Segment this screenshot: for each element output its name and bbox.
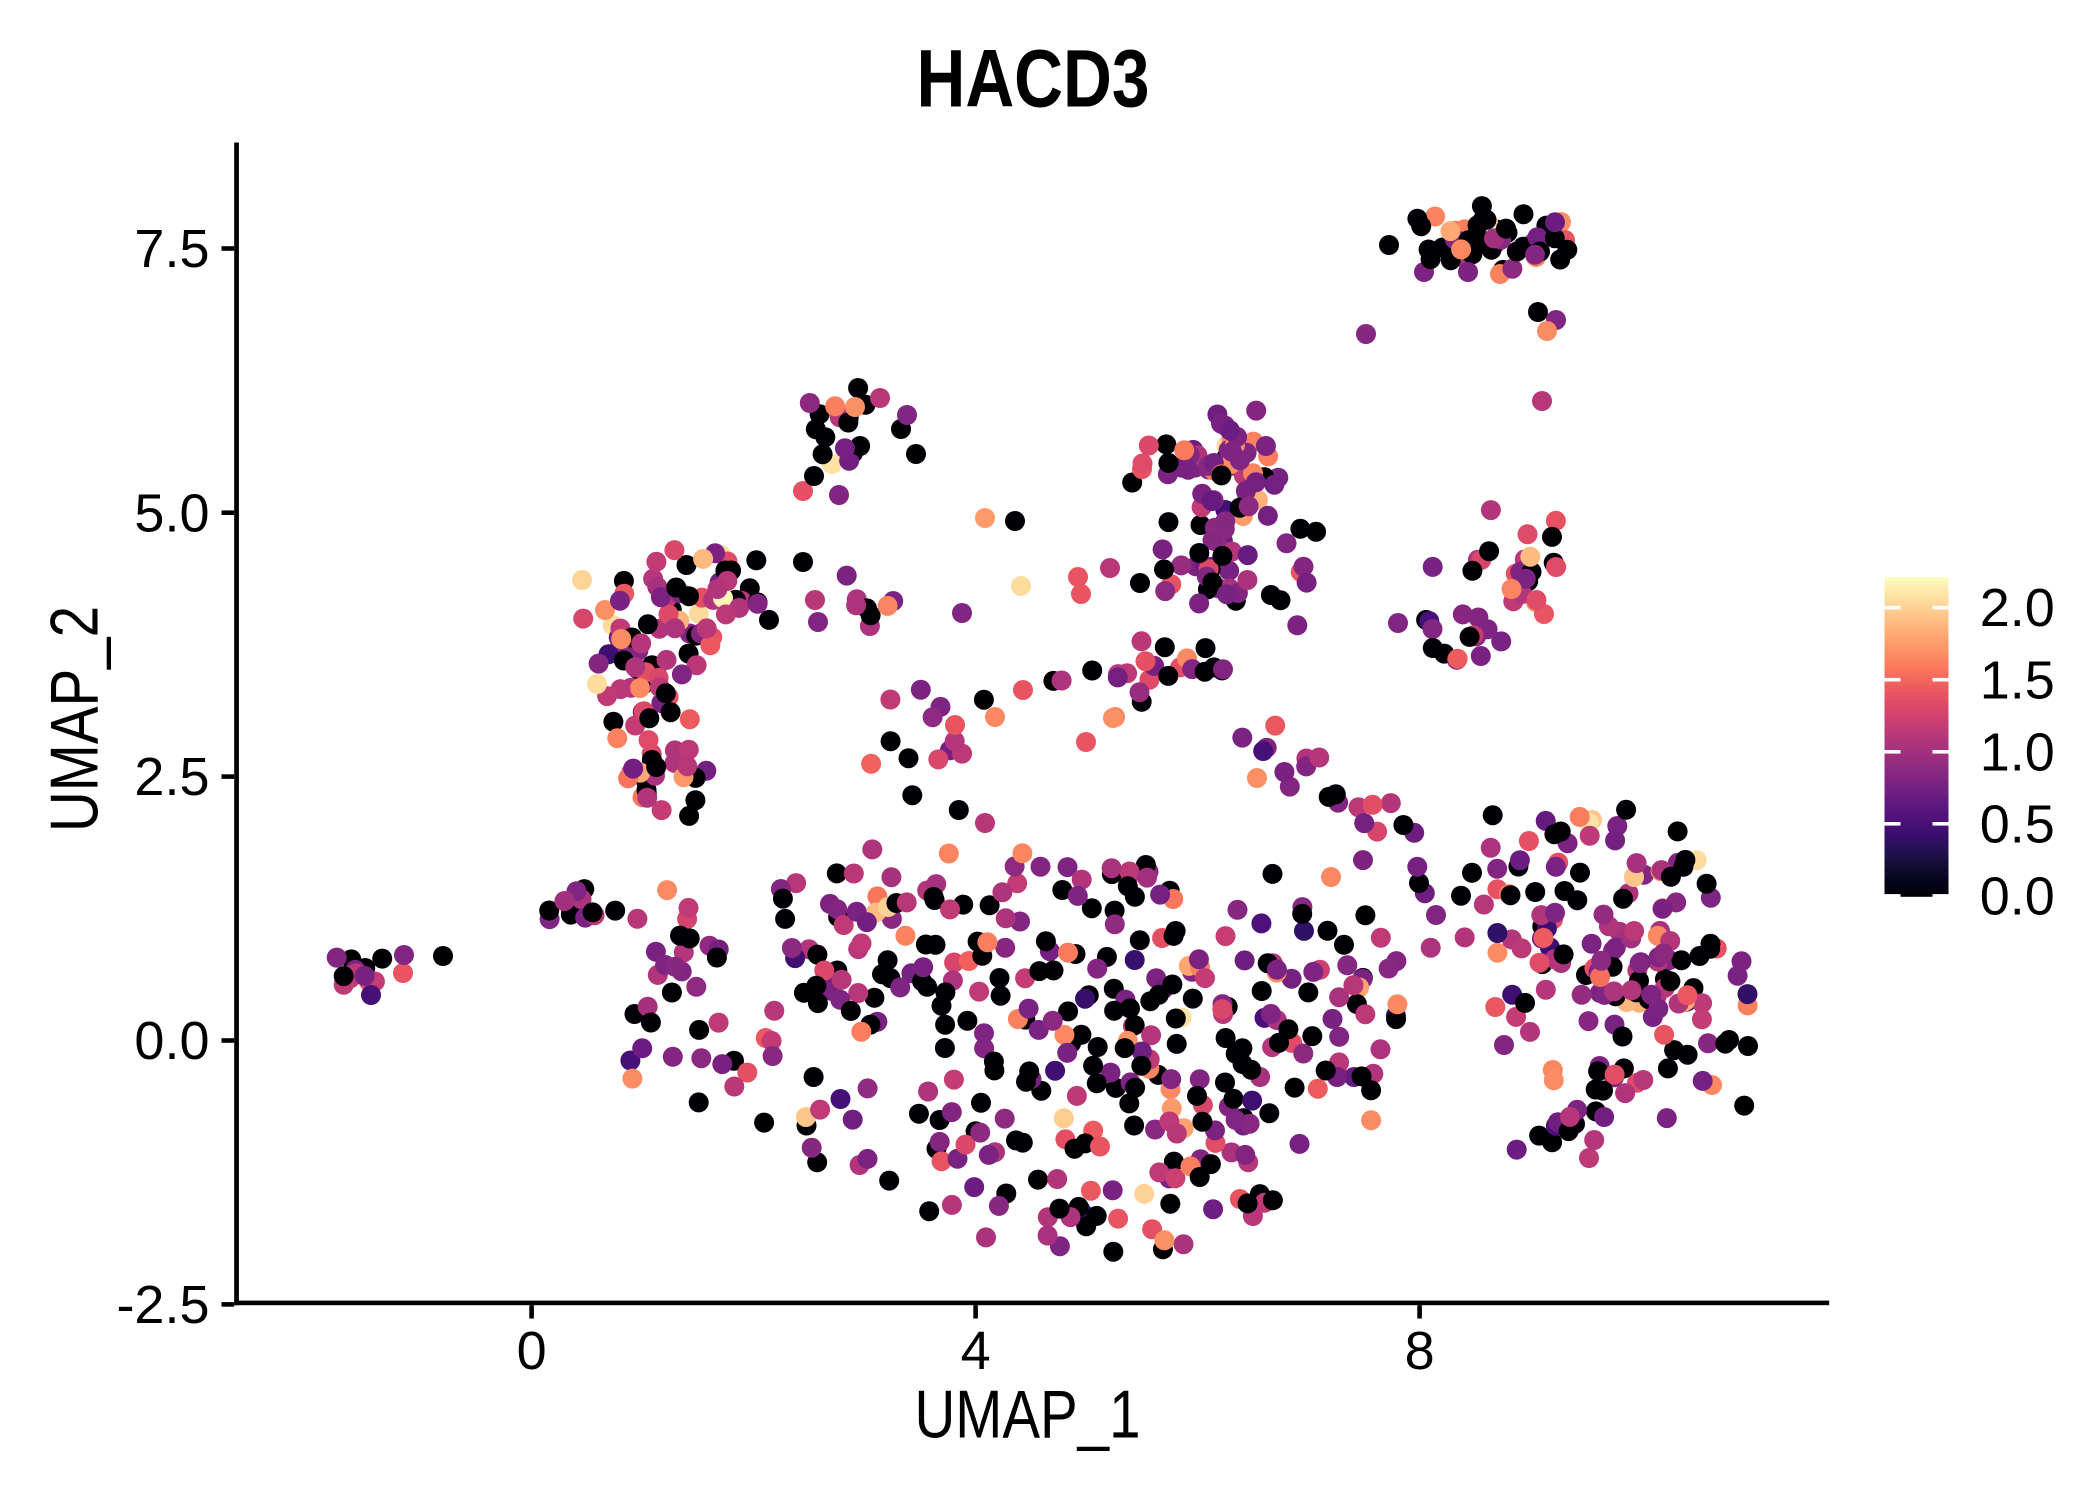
svg-text:1.5: 1.5 — [1980, 650, 2055, 710]
svg-text:8: 8 — [1405, 1321, 1435, 1381]
svg-text:UMAP_2: UMAP_2 — [38, 606, 113, 832]
svg-text:0.0: 0.0 — [134, 1011, 209, 1071]
svg-text:HACD3: HACD3 — [917, 34, 1150, 125]
svg-text:1.0: 1.0 — [1980, 722, 2055, 782]
svg-text:-2.5: -2.5 — [116, 1275, 209, 1335]
svg-text:7.5: 7.5 — [134, 219, 209, 279]
svg-text:0.0: 0.0 — [1980, 867, 2055, 927]
svg-text:0.5: 0.5 — [1980, 794, 2055, 854]
svg-text:2.0: 2.0 — [1980, 578, 2055, 638]
svg-text:2.5: 2.5 — [134, 747, 209, 807]
svg-text:5.0: 5.0 — [134, 483, 209, 543]
svg-text:UMAP_1: UMAP_1 — [915, 1378, 1141, 1453]
svg-text:0: 0 — [517, 1321, 547, 1381]
svg-text:4: 4 — [961, 1321, 991, 1381]
